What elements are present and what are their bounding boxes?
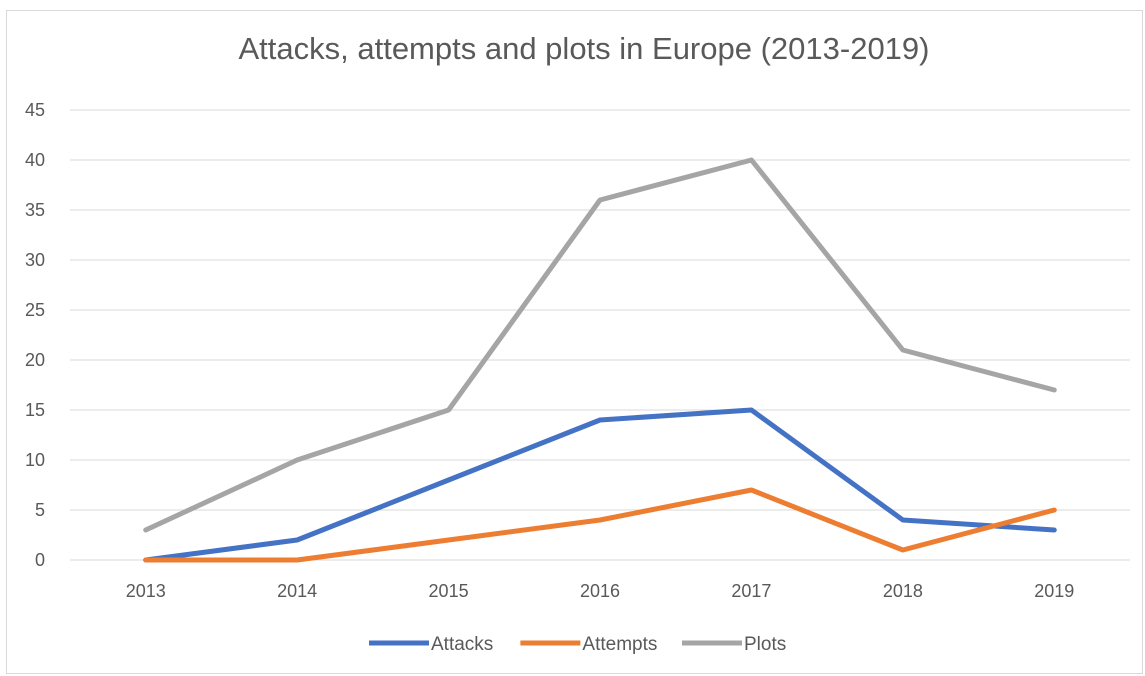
y-tick-label: 30 [25, 250, 45, 270]
y-tick-label: 25 [25, 300, 45, 320]
x-axis-ticks: 2013 2014 2015 2016 2017 2018 2019 [126, 581, 1075, 601]
y-tick-label: 35 [25, 200, 45, 220]
x-tick-label: 2016 [580, 581, 620, 601]
y-tick-label: 10 [25, 450, 45, 470]
x-tick-label: 2013 [126, 581, 166, 601]
legend: Attacks Attempts Plots [369, 634, 786, 655]
x-tick-label: 2015 [429, 581, 469, 601]
x-tick-label: 2017 [731, 581, 771, 601]
y-tick-label: 40 [25, 150, 45, 170]
y-tick-label: 5 [35, 500, 45, 520]
chart-title: Attacks, attempts and plots in Europe (2… [238, 31, 929, 66]
chart-frame [6, 10, 1143, 674]
y-tick-label: 15 [25, 400, 45, 420]
legend-label: Attempts [582, 634, 657, 655]
series-lines [143, 157, 1057, 563]
x-tick-label: 2014 [277, 581, 317, 601]
series-line-attacks [143, 407, 1057, 563]
y-axis-ticks: 0 5 10 15 20 25 30 35 40 45 [25, 100, 45, 570]
y-tick-label: 20 [25, 350, 45, 370]
series-line-attempts [143, 487, 1057, 563]
legend-label: Attacks [431, 634, 493, 655]
legend-label: Plots [744, 634, 786, 655]
series-line-plots [143, 157, 1057, 533]
x-tick-label: 2018 [883, 581, 923, 601]
x-tick-label: 2019 [1034, 581, 1074, 601]
y-tick-label: 45 [25, 100, 45, 120]
y-tick-label: 0 [35, 550, 45, 570]
